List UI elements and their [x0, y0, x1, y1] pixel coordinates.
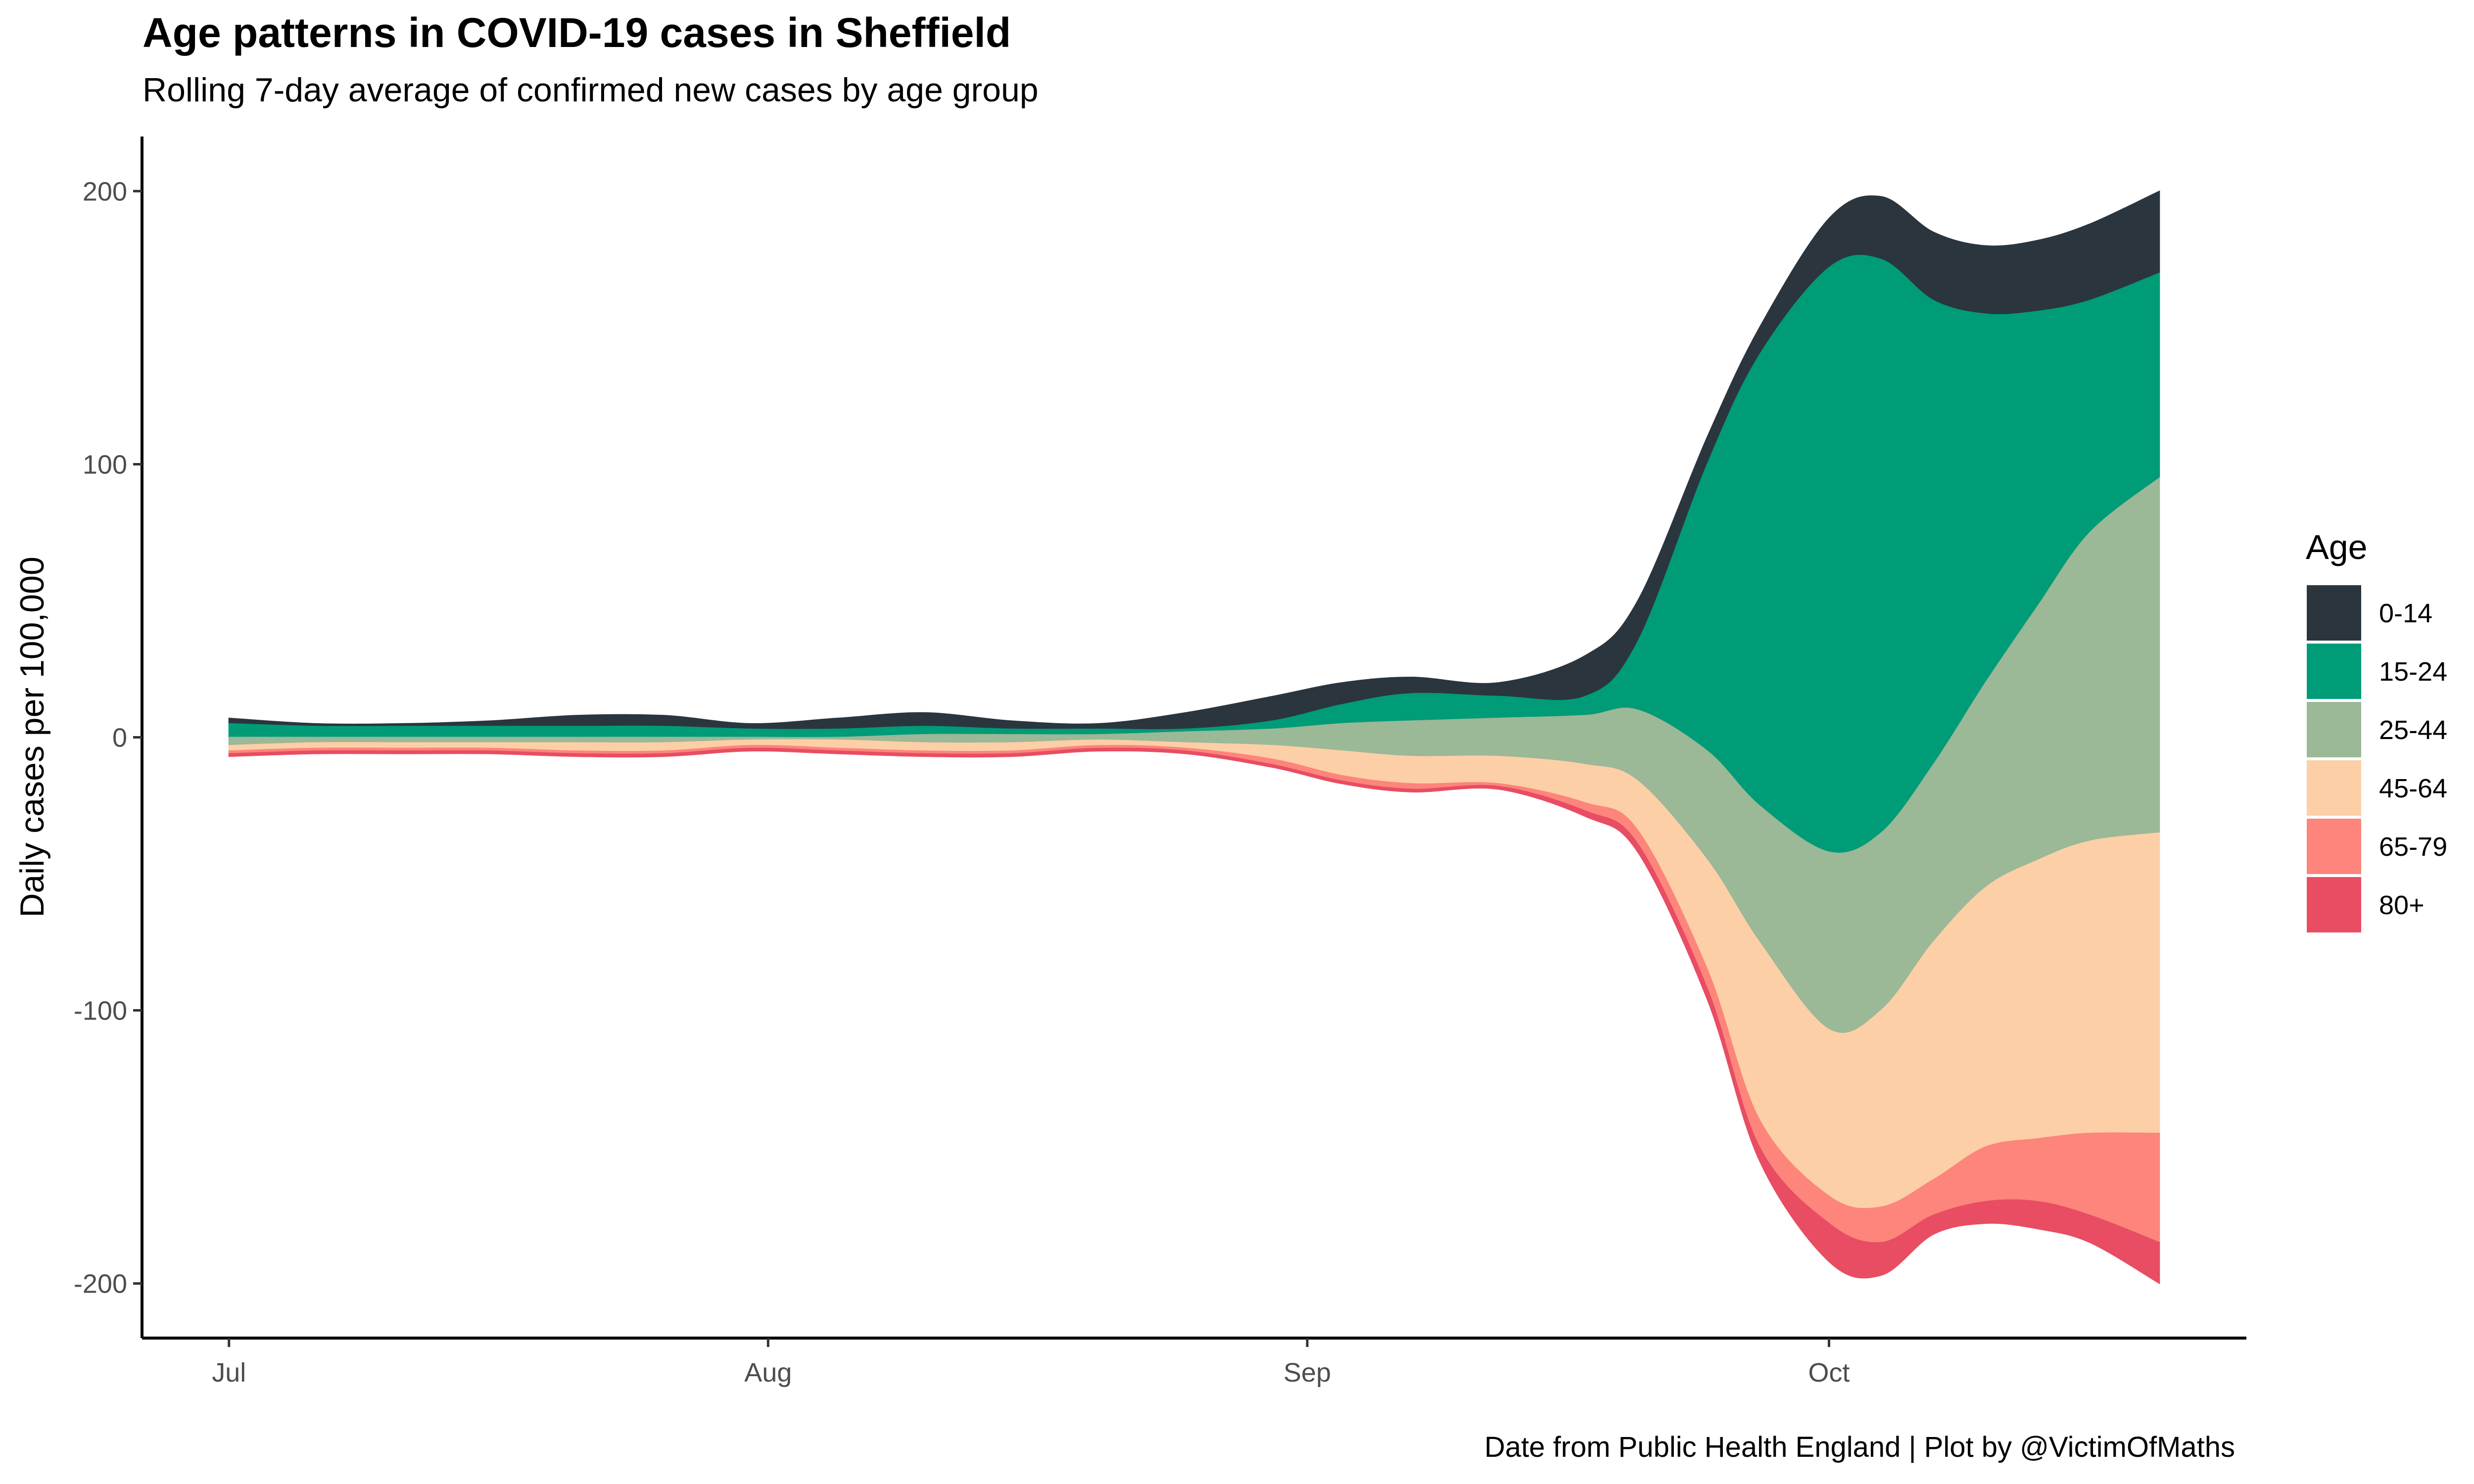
legend-key-80-plus — [2307, 877, 2361, 932]
legend-label: 65-79 — [2379, 832, 2447, 862]
chart-subtitle: Rolling 7-day average of confirmed new c… — [143, 71, 1039, 109]
legend-key-65-79 — [2307, 819, 2361, 874]
legend-label: 45-64 — [2379, 774, 2447, 803]
y-axis-title: Daily cases per 100,000 — [13, 556, 51, 918]
stream-layer-80-plus — [228, 747, 2160, 1285]
x-axis-ticks: Jul Aug Sep Oct — [212, 1338, 1850, 1388]
legend-key-45-64 — [2307, 760, 2361, 816]
chart-caption: Date from Public Health England | Plot b… — [1484, 1431, 2235, 1463]
legend: Age 0-14 15-24 25-44 45-64 65-79 80+ — [2306, 528, 2447, 932]
x-tick-label: Oct — [1808, 1358, 1850, 1388]
legend-label: 15-24 — [2379, 657, 2447, 687]
legend-label: 80+ — [2379, 890, 2425, 920]
legend-label: 25-44 — [2379, 715, 2447, 745]
stream-layer-15-24 — [228, 255, 2160, 854]
legend-label: 0-14 — [2379, 599, 2432, 628]
y-tick-label: 200 — [83, 177, 127, 206]
x-tick-label: Sep — [1284, 1358, 1331, 1388]
x-tick-label: Aug — [744, 1358, 792, 1388]
legend-title: Age — [2306, 528, 2368, 566]
chart-title: Age patterns in COVID-19 cases in Sheffi… — [143, 9, 1011, 56]
y-tick-label: -100 — [74, 996, 127, 1026]
legend-key-0-14 — [2307, 585, 2361, 641]
stream-layers — [228, 190, 2160, 1285]
y-axis-ticks: 200 100 0 -100 -200 — [74, 177, 142, 1299]
x-tick-label: Jul — [212, 1358, 246, 1388]
legend-key-15-24 — [2307, 644, 2361, 699]
y-tick-label: 0 — [112, 723, 127, 753]
y-tick-label: 100 — [83, 450, 127, 479]
legend-key-25-44 — [2307, 702, 2361, 757]
y-tick-label: -200 — [74, 1269, 127, 1299]
